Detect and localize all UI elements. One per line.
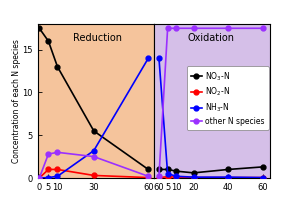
Y-axis label: Concentration of each N species: Concentration of each N species bbox=[12, 39, 21, 163]
Legend: NO$_3$-N, NO$_2$-N, NH$_3$-N, other N species: NO$_3$-N, NO$_2$-N, NH$_3$-N, other N sp… bbox=[187, 66, 268, 130]
Text: Oxidation: Oxidation bbox=[188, 33, 235, 43]
Text: Reduction: Reduction bbox=[73, 33, 122, 43]
